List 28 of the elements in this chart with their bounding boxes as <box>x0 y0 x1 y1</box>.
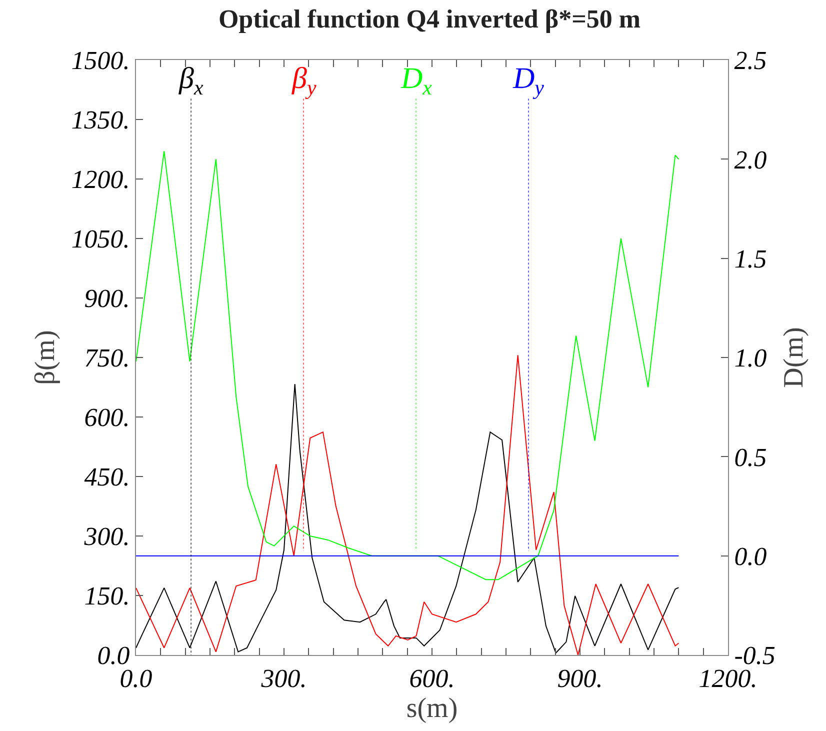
y2-tick-label: 1.0 <box>734 344 767 373</box>
y2-axis-title: D(m) <box>778 327 810 388</box>
y-tick-label: 1200. <box>71 165 130 194</box>
y-axis-title: β(m) <box>30 330 61 385</box>
y-tick-label: 1500. <box>71 46 130 76</box>
y-tick-label: 1350. <box>71 106 130 135</box>
line-series <box>136 150 680 580</box>
y-tick-label: 450. <box>84 462 130 492</box>
x-tick-label: 900. <box>557 664 603 694</box>
y-tick-label: 300. <box>83 522 130 552</box>
y-tick-label: 750. <box>84 344 130 373</box>
chart-title: Optical function Q4 inverted β*=50 m <box>218 4 641 34</box>
y2-tick-label: 2.0 <box>734 145 767 174</box>
y-tick-label: 900. <box>84 284 130 314</box>
text: β$_{x}$ <box>178 62 204 100</box>
y2-tick-label: 0.5 <box>734 442 767 472</box>
x-tick-label: 600. <box>409 664 455 694</box>
y-tick-label: 1050. <box>71 224 130 254</box>
y-tick-label: 150. <box>84 582 130 611</box>
y2-tick-label: 0.0 <box>734 542 767 571</box>
x-tick-label: 300. <box>260 664 307 694</box>
text: D$_{x}$ <box>400 62 433 100</box>
y2-tick-label: 2.5 <box>734 46 767 76</box>
text: β$_{y}$ <box>291 62 317 100</box>
y2-tick-label: 1.5 <box>734 244 767 274</box>
y-tick-label: 600. <box>84 403 130 432</box>
x-axis-title: s(m) <box>406 693 458 724</box>
text: D$_{y}$ <box>512 62 545 100</box>
